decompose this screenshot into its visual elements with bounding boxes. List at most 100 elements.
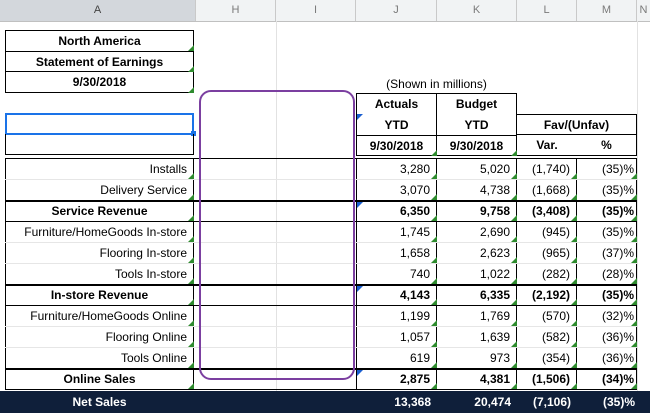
actuals-date[interactable]: 9/30/2018 (357, 135, 436, 155)
row-pct[interactable]: (34)% (577, 369, 637, 390)
budget-header-box: Budget YTD 9/30/2018 (437, 93, 517, 156)
row-pct[interactable]: (36)% (577, 348, 637, 369)
row-budget[interactable]: 1,769 (437, 306, 517, 327)
row-var[interactable]: (1,740) (517, 159, 577, 180)
comment-marker-icon (188, 173, 194, 179)
actuals-label[interactable]: Actuals (374, 97, 419, 111)
row-pct[interactable]: (28)% (577, 264, 637, 285)
row-label[interactable]: Service Revenue (5, 201, 194, 222)
comment-marker-icon (511, 236, 517, 242)
selected-cell[interactable] (5, 113, 194, 135)
var-label[interactable]: Var. (536, 138, 558, 152)
row-budget[interactable]: 2,690 (437, 222, 517, 243)
row-label[interactable]: Flooring In-store (5, 243, 194, 264)
row-actual[interactable]: 1,057 (356, 327, 437, 348)
row-budget[interactable]: 1,639 (437, 327, 517, 348)
row-budget[interactable]: 6,335 (437, 285, 517, 306)
row-var[interactable]: (582) (517, 327, 577, 348)
row-actual[interactable]: 2,875 (356, 369, 437, 390)
row-label[interactable]: Furniture/HomeGoods Online (5, 306, 194, 327)
row-label[interactable]: Flooring Online (5, 327, 194, 348)
comment-marker-icon (188, 236, 194, 242)
comment-marker-icon (511, 299, 517, 305)
row-pct[interactable]: (35)% (577, 285, 637, 306)
row-var[interactable]: (2,192) (517, 285, 577, 306)
net-sales-actual[interactable]: 13,368 (394, 395, 431, 409)
row-budget[interactable]: 9,758 (437, 201, 517, 222)
row-pct[interactable]: (35)% (577, 159, 637, 180)
row-budget[interactable]: 973 (437, 348, 517, 369)
row-divider (5, 221, 637, 222)
row-budget[interactable]: 4,738 (437, 180, 517, 201)
budget-ytd-label[interactable]: YTD (464, 118, 489, 132)
region-title[interactable]: North America (6, 31, 193, 52)
column-header-h[interactable]: H (196, 0, 276, 21)
row-var[interactable]: (945) (517, 222, 577, 243)
row-pct[interactable]: (36)% (577, 327, 637, 348)
row-var[interactable]: (354) (517, 348, 577, 369)
row-pct[interactable]: (32)% (577, 306, 637, 327)
row-var[interactable]: (1,668) (517, 180, 577, 201)
column-header-m[interactable]: M (577, 0, 637, 21)
row-var[interactable]: (282) (517, 264, 577, 285)
comment-marker-icon (571, 341, 577, 347)
comment-marker-icon (188, 45, 194, 51)
row-var[interactable]: (3,408) (517, 201, 577, 222)
column-header-k[interactable]: K (437, 0, 517, 21)
comment-marker-icon (431, 236, 437, 242)
statement-title[interactable]: Statement of Earnings (6, 52, 193, 72)
row-pct[interactable]: (35)% (577, 201, 637, 222)
actuals-ytd-label[interactable]: YTD (384, 118, 409, 132)
fav-unfav-label[interactable]: Fav/(Unfav) (517, 115, 636, 135)
row-budget[interactable]: 2,623 (437, 243, 517, 264)
net-sales-pct[interactable]: (35)% (602, 395, 635, 409)
row-actual[interactable]: 740 (356, 264, 437, 285)
row-label[interactable]: Online Sales (5, 369, 194, 390)
row-actual[interactable]: 619 (356, 348, 437, 369)
row-var[interactable]: (965) (517, 243, 577, 264)
comment-marker-icon (571, 299, 577, 305)
budget-date[interactable]: 9/30/2018 (437, 135, 516, 155)
comment-marker-icon (571, 173, 577, 179)
row-var[interactable]: (570) (517, 306, 577, 327)
column-header-l[interactable]: L (517, 0, 577, 21)
subtotal-rule (5, 284, 637, 286)
column-header-j[interactable]: J (356, 0, 437, 21)
column-header-i[interactable]: I (276, 0, 356, 21)
row-label[interactable]: In-store Revenue (5, 285, 194, 306)
pct-label[interactable]: % (601, 138, 612, 152)
row-label[interactable]: Delivery Service (5, 180, 194, 201)
statement-date[interactable]: 9/30/2018 (72, 75, 127, 89)
row-var[interactable]: (1,506) (517, 369, 577, 390)
row-label[interactable]: Furniture/HomeGoods In-store (5, 222, 194, 243)
row-pct[interactable]: (35)% (577, 222, 637, 243)
row-actual[interactable]: 3,070 (356, 180, 437, 201)
row-actual[interactable]: 6,350 (356, 201, 437, 222)
column-header-a[interactable]: A (0, 0, 196, 21)
row-actual[interactable]: 1,199 (356, 306, 437, 327)
row-actual[interactable]: 1,658 (356, 243, 437, 264)
row-budget[interactable]: 1,022 (437, 264, 517, 285)
units-note[interactable]: (Shown in millions) (386, 77, 487, 91)
budget-label[interactable]: Budget (455, 97, 498, 111)
column-header-bar: A H I J K L M N (0, 0, 650, 22)
row-label[interactable]: Tools In-store (5, 264, 194, 285)
subtotal-rule (5, 368, 637, 370)
fav-header-box: Fav/(Unfav) Var. % (517, 114, 637, 156)
net-sales-label[interactable]: Net Sales (72, 395, 127, 409)
column-header-n[interactable]: N (639, 4, 648, 16)
row-actual[interactable]: 1,745 (356, 222, 437, 243)
row-actual[interactable]: 4,143 (356, 285, 437, 306)
row-label[interactable]: Installs (5, 159, 194, 180)
row-pct[interactable]: (35)% (577, 180, 637, 201)
blank-label-cell[interactable] (5, 134, 194, 155)
net-sales-budget[interactable]: 20,474 (474, 395, 511, 409)
fill-handle[interactable] (191, 131, 196, 136)
row-divider (5, 242, 637, 243)
row-label[interactable]: Tools Online (5, 348, 194, 369)
row-pct[interactable]: (37)% (577, 243, 637, 264)
row-budget[interactable]: 4,381 (437, 369, 517, 390)
net-sales-var[interactable]: (7,106) (532, 395, 571, 409)
row-budget[interactable]: 5,020 (437, 159, 517, 180)
row-actual[interactable]: 3,280 (356, 159, 437, 180)
